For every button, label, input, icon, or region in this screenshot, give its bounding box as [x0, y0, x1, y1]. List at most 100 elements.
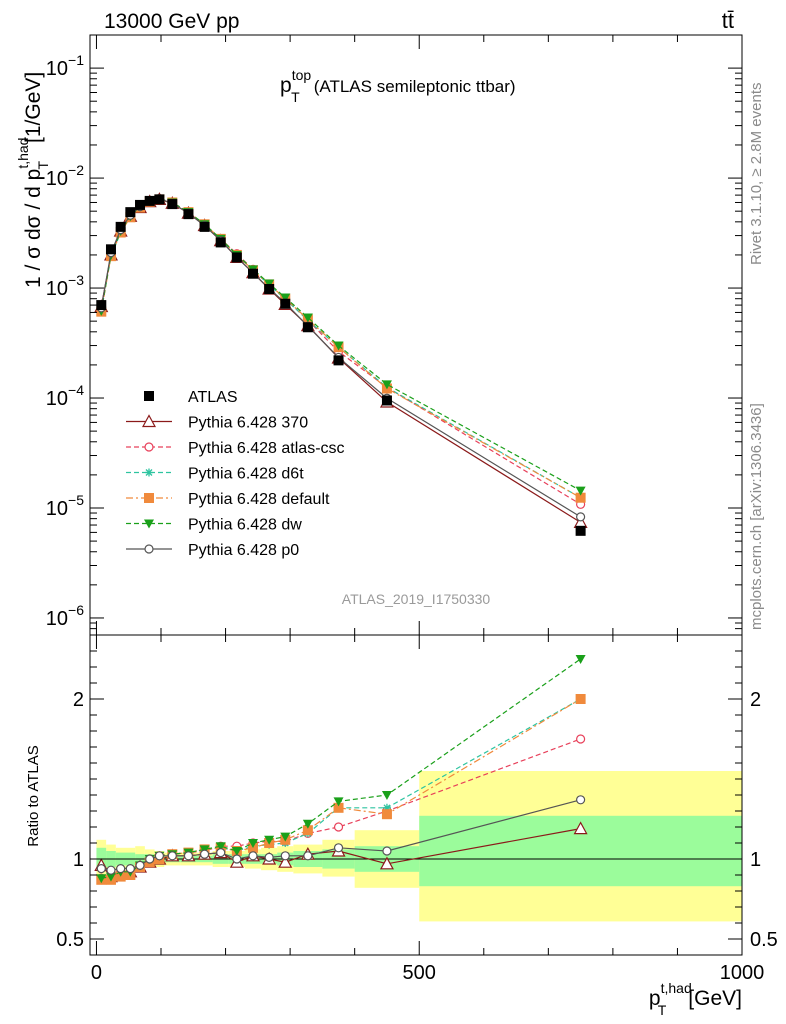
ratio-series-5-point: [199, 849, 210, 859]
legend-entry: Pythia 6.428 default: [126, 491, 330, 508]
atlas-data-point: [154, 194, 165, 205]
process-label: tt̄: [722, 8, 734, 33]
legend-label: Pythia 6.428 d6t: [188, 466, 304, 483]
ratio-series-5-point: [248, 851, 258, 861]
ratio-series-5-point: [135, 860, 145, 871]
ratio-series-5-point: [167, 851, 177, 861]
ratio-y-tick-label-right: 0.5: [750, 929, 778, 951]
ratio-series-5-point: [576, 795, 586, 805]
ratio-series-5: [96, 795, 586, 875]
ratio-y-tick-label: 0.5: [56, 929, 84, 951]
ratio-series-5-point: [382, 846, 392, 856]
main-y-axis: 10−6 10−5 10−4 10−3 10−2 10−1: [46, 34, 743, 635]
legend-entry: Pythia 6.428 dw: [126, 517, 302, 534]
main-y-axis-label: 1 / σ dσ / d pt,had T[1/GeV]: [15, 72, 51, 288]
legend-label: Pythia 6.428 atlas-csc: [188, 440, 345, 457]
ratio-series-3-point: [302, 825, 313, 836]
legend-marker: [144, 442, 154, 452]
y-tick-label: 10−5: [46, 492, 84, 520]
series-4-point: [333, 341, 344, 351]
atlas-data-point: [96, 300, 107, 311]
atlas-data-point: [199, 221, 210, 232]
atlas-data: [96, 194, 586, 536]
legend-marker: [144, 391, 154, 401]
atlas-data-point: [135, 199, 146, 210]
y-tick-label: 10−4: [46, 382, 84, 410]
ratio-series-4-point: [280, 832, 291, 842]
ratio-y-axis-label: Ratio to ATLAS: [25, 745, 42, 846]
atlas-data-point: [264, 284, 275, 295]
legend-label: Pythia 6.428 p0: [188, 542, 299, 559]
ratio-series-3-point: [381, 809, 392, 820]
atlas-data-point: [167, 199, 178, 210]
y-tick-label: 10−3: [46, 272, 84, 300]
ratio-series-5-point: [232, 854, 242, 864]
ratio-series-5-point: [145, 854, 155, 864]
atlas-data-point: [115, 221, 126, 232]
ratio-series-5-point: [106, 865, 116, 875]
x-tick-label: 1000: [720, 962, 765, 984]
ratio-panel: 0.5 0.5 1 1 2 2 0 500 1000 Ratio to ATLAS pt,ha…: [25, 634, 778, 1018]
atlas-data-point: [144, 195, 155, 206]
main-distribution-panel: 10−6 10−5 10−4 10−3 10−2 10−1 ptop T(ATLAS sem…: [15, 34, 743, 636]
legend-label: Pythia 6.428 370: [188, 415, 308, 432]
y-tick-label: 10−2: [46, 162, 84, 190]
legend-marker: [144, 493, 154, 503]
legend-label: Pythia 6.428 dw: [188, 517, 302, 534]
ratio-series-4-point: [231, 847, 242, 856]
ratio-series-3-point: [575, 694, 586, 704]
series-3-point: [575, 492, 586, 503]
ratio-series-4-point: [302, 819, 313, 829]
ratio-series-5-point: [183, 851, 194, 861]
ratio-series-0-point: [573, 821, 588, 835]
atlas-data-point: [280, 298, 291, 309]
legend-entry: Pythia 6.428 d6t: [126, 466, 304, 483]
ratio-y-tick-label-right: 1: [750, 849, 761, 871]
series-4-point: [381, 380, 392, 390]
ratio-series-5-point: [303, 851, 313, 861]
x-tick-label: 0: [91, 962, 102, 984]
atlas-data-point: [248, 268, 258, 279]
ratio-series-5-point: [96, 863, 106, 874]
ratio-series-4-point: [333, 797, 344, 807]
main-plot-title: ptop T(ATLAS semileptonic ttbar): [280, 67, 516, 105]
x-tick-label: 500: [403, 962, 436, 984]
legend: ATLAS Pythia 6.428 370 Pythia 6.428 atlas-…: [126, 389, 345, 559]
ratio-series-5-point: [116, 863, 126, 874]
ratio-series-4-point: [215, 842, 226, 852]
legend-entry: Pythia 6.428 atlas-csc: [126, 440, 345, 457]
legend-label: ATLAS: [188, 389, 238, 406]
ratio-series-4-point: [264, 835, 275, 845]
legend-marker: [141, 414, 157, 428]
energy-label: 13000 GeV pp: [104, 10, 239, 33]
ratio-x-axis: 0 500 1000: [91, 635, 764, 984]
legend-marker: [144, 519, 154, 529]
ratio-series-1-point: [576, 734, 586, 744]
ratio-y-axis: 0.5 0.5 1 1 2 2: [56, 650, 778, 951]
series-4-point: [280, 293, 291, 303]
legend-entry: Pythia 6.428 p0: [126, 542, 299, 559]
ratio-series-4-point: [248, 839, 258, 848]
mcplots-source-label: mcplots.cern.ch [arXiv:1306.3436]: [748, 403, 765, 630]
ratio-series-5-point: [264, 852, 274, 863]
ratio-series-1-point: [333, 822, 344, 832]
ratio-uncertainty-bands: [96, 771, 742, 922]
ratio-series-5-point: [216, 847, 226, 858]
ratio-series-5-point: [333, 843, 344, 853]
legend-marker: [145, 468, 153, 477]
atlas-data-point: [231, 252, 242, 263]
atlas-data-point: [215, 237, 226, 248]
ratio-series-5-point: [125, 863, 135, 874]
ratio-y-tick-label: 2: [73, 689, 84, 711]
x-axis-label: pt,had T [GeV]: [649, 980, 742, 1018]
ratio-series-4-point: [105, 872, 116, 882]
ratio-series-4-point: [575, 655, 586, 664]
legend-entry: Pythia 6.428 370: [126, 414, 308, 432]
atlas-data-point: [333, 355, 344, 366]
ratio-series-3-point: [333, 802, 344, 813]
series-4-point: [575, 486, 586, 496]
series-4-point: [302, 313, 313, 323]
ratio-series-5-point: [280, 851, 290, 861]
series-5-point: [576, 512, 586, 522]
